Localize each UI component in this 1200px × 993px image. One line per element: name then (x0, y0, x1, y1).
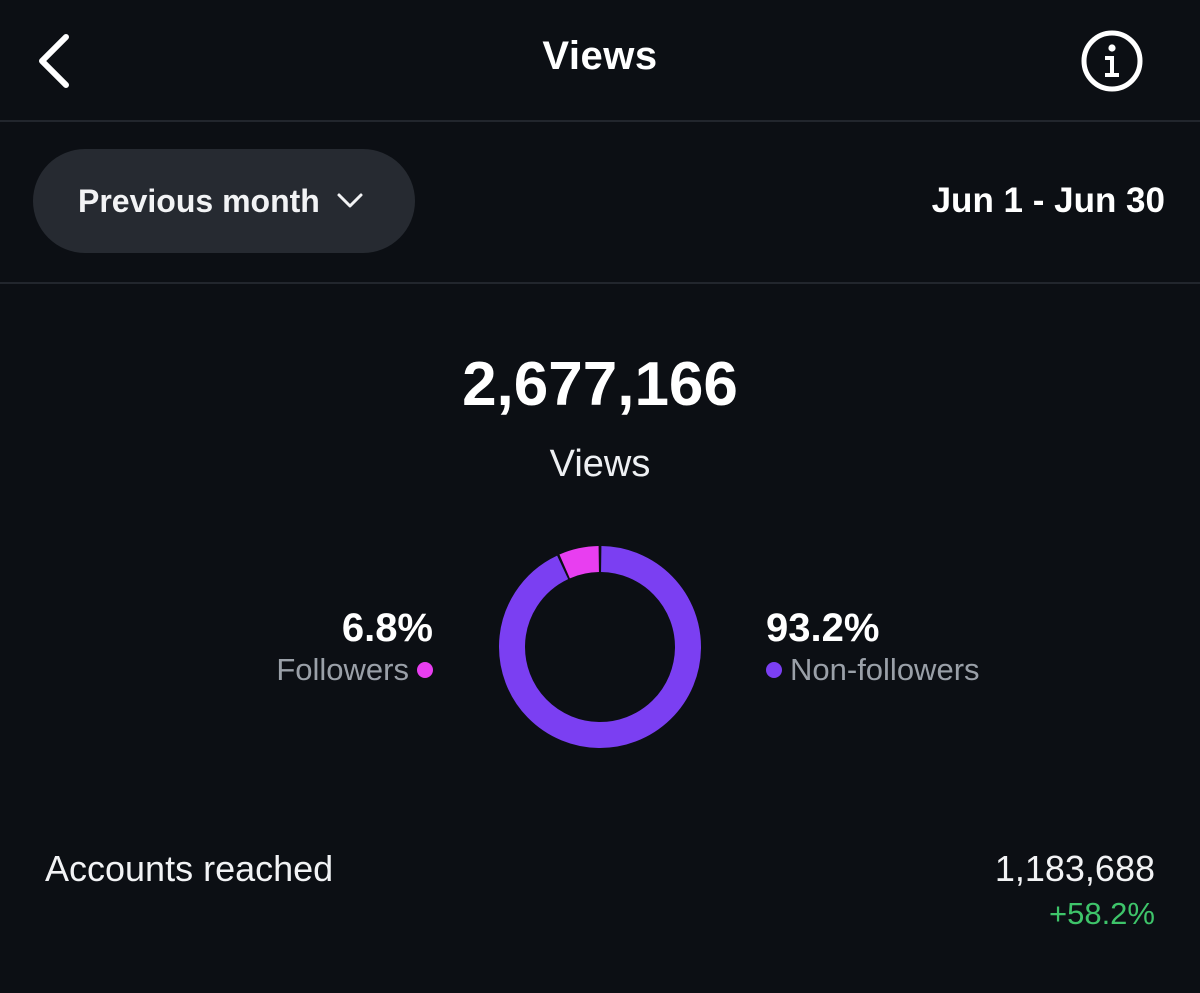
accounts-reached-label: Accounts reached (45, 848, 334, 889)
followers-label: Followers (276, 652, 409, 687)
accounts-reached-value: 1,183,688 (994, 848, 1155, 889)
donut-slice-non-followers (499, 546, 701, 748)
accounts-reached-change: +58.2% (1048, 896, 1155, 931)
total-views-value: 2,677,166 (462, 350, 738, 419)
date-range: Jun 1 - Jun 30 (931, 181, 1165, 220)
followers-legend-dot (417, 662, 433, 678)
non-followers-percent: 93.2% (766, 606, 880, 650)
non-followers-stat: 93.2% Non-followers (766, 606, 980, 688)
filter-row: Previous month Jun 1 - Jun 30 (0, 122, 1200, 284)
total-views-label: Views (549, 443, 651, 485)
info-button[interactable] (1080, 29, 1144, 93)
chevron-left-icon (39, 34, 69, 88)
back-button[interactable] (24, 26, 84, 96)
non-followers-label: Non-followers (790, 652, 980, 687)
page-title: Views (542, 34, 658, 78)
views-donut-chart (499, 546, 701, 748)
period-label: Previous month (78, 182, 320, 219)
period-selector[interactable]: Previous month (33, 149, 415, 253)
header-bar: Views (0, 0, 1200, 122)
non-followers-legend-dot (766, 662, 782, 678)
donut-slice-followers (499, 546, 701, 748)
chevron-down-icon (337, 193, 363, 208)
followers-percent: 6.8% (341, 606, 433, 650)
followers-stat: 6.8% Followers (276, 606, 433, 688)
info-icon (1081, 30, 1143, 92)
